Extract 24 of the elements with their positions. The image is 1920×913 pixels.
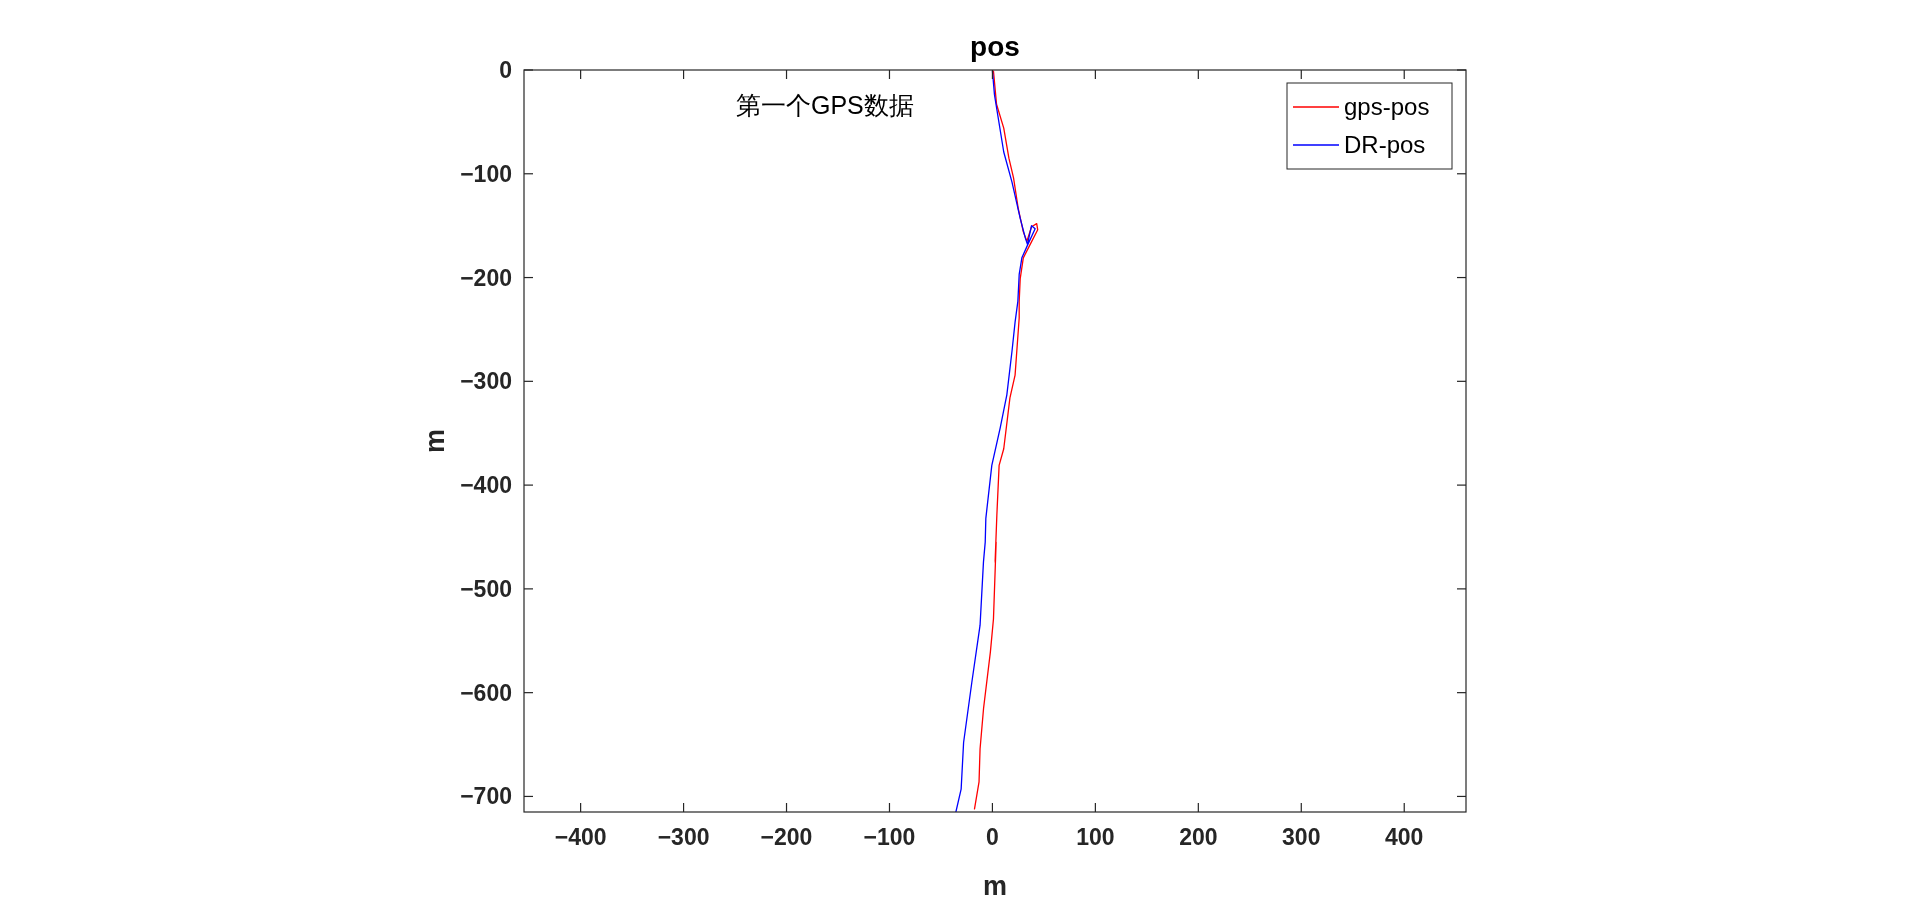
y-tick-label: −400 (460, 472, 512, 499)
x-tick-label: 200 (1179, 824, 1218, 850)
x-tick-label: −300 (657, 824, 710, 850)
legend-label: gps-pos (1344, 93, 1430, 120)
x-tick-label: −100 (863, 824, 916, 850)
y-tick-label: −200 (460, 264, 512, 291)
y-tick-label: −300 (460, 368, 512, 395)
x-tick-label: −400 (554, 824, 607, 850)
x-tick-label: 0 (986, 824, 999, 850)
y-axis-title: m (420, 428, 450, 454)
y-tick-label: −100 (460, 160, 512, 187)
y-tick-label: −500 (460, 575, 512, 602)
y-tick-label: 0 (499, 57, 512, 83)
y-tick-label: −600 (460, 679, 512, 706)
line-series (973, 70, 1039, 810)
x-tick-label: 400 (1385, 824, 1424, 850)
x-tick-label: 100 (1076, 824, 1115, 850)
x-tick-label: −200 (760, 824, 813, 850)
legend-label: DR-pos (1344, 131, 1426, 158)
y-tick-label: −700 (460, 783, 512, 810)
x-axis-title: m (982, 871, 1008, 901)
x-tick-label: 300 (1282, 824, 1321, 850)
chart-title: pos (970, 31, 1020, 62)
annotation: 第一个GPS数据 (736, 91, 914, 119)
